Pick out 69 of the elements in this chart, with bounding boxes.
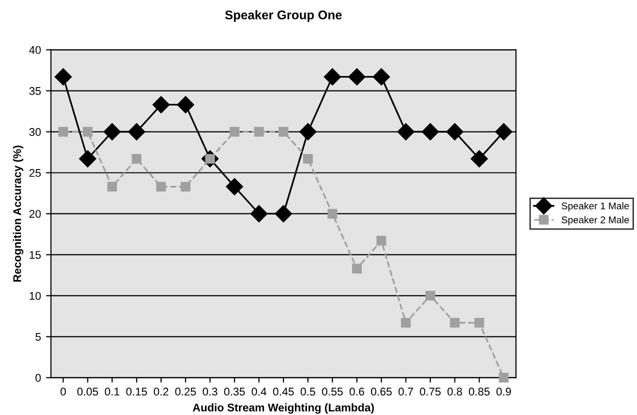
point [128, 123, 146, 140]
y-tick-label: 5 [36, 333, 41, 341]
x-tick-label: 0.6 [350, 388, 364, 396]
point [230, 126, 240, 137]
x-tick-label: 0.35 [224, 388, 245, 396]
y-tick-label: 40 [29, 46, 41, 54]
point [54, 68, 72, 86]
x-tick-label: 0.8 [447, 388, 462, 396]
x-tick-label: 0.85 [468, 388, 490, 396]
y-tick-label: 10 [30, 292, 41, 300]
point [450, 318, 460, 328]
point [425, 290, 436, 301]
point [58, 126, 68, 137]
point [328, 208, 338, 219]
point [299, 123, 316, 140]
point [474, 318, 484, 328]
point [274, 205, 292, 222]
point [376, 236, 386, 246]
point [104, 123, 121, 140]
point [152, 96, 170, 114]
y-tick-label: 35 [29, 87, 41, 95]
y-tick-label: 0 [35, 374, 41, 382]
point [352, 264, 362, 274]
y-tick-label: 30 [29, 128, 41, 136]
y-axis-title: Recognition Accuracy (%) [12, 146, 24, 282]
point [254, 126, 264, 137]
point [348, 68, 366, 86]
point [470, 150, 488, 168]
chart-title: Speaker Group One [225, 10, 342, 22]
x-tick-label: 0.75 [420, 388, 441, 396]
x-tick-label: 0.7 [398, 388, 413, 396]
point [79, 150, 96, 168]
x-tick-label: 0.5 [300, 388, 316, 396]
x-tick-label: 0.25 [175, 388, 196, 396]
point [400, 318, 411, 328]
x-tick-label: 0.1 [104, 388, 120, 396]
y-tick-label: 20 [29, 210, 41, 218]
x-tick-label: 0.4 [252, 388, 266, 396]
x-tick-label: 0.9 [496, 388, 511, 396]
legend-label: Speaker 1 Male [562, 202, 629, 212]
point [177, 96, 194, 114]
point [180, 182, 190, 192]
point [250, 205, 268, 222]
x-tick-label: 0.05 [77, 388, 98, 396]
x-tick-label: 0 [60, 388, 66, 396]
legend-label: Speaker 2 Male [562, 216, 629, 226]
x-axis-title: Audio Stream Weighting (Lambda) [192, 403, 374, 414]
point [372, 68, 390, 86]
point [498, 372, 509, 383]
point [156, 182, 166, 192]
point [226, 178, 244, 196]
point [107, 182, 118, 192]
x-tick-label: 0.2 [154, 388, 168, 396]
y-tick-label: 25 [29, 169, 41, 177]
point [324, 68, 341, 86]
point [397, 123, 414, 140]
point [278, 126, 288, 137]
point [495, 123, 512, 140]
y-tick-label: 15 [30, 251, 41, 259]
x-tick-label: 0.15 [126, 388, 147, 396]
point [132, 154, 142, 164]
point [82, 126, 93, 137]
point [422, 123, 439, 140]
x-tick-label: 0.3 [202, 388, 218, 396]
x-tick-label: 0.45 [273, 388, 294, 396]
point [446, 123, 464, 140]
x-tick-label: 0.55 [322, 388, 343, 396]
x-tick-label: 0.65 [370, 388, 392, 396]
point [303, 154, 313, 164]
